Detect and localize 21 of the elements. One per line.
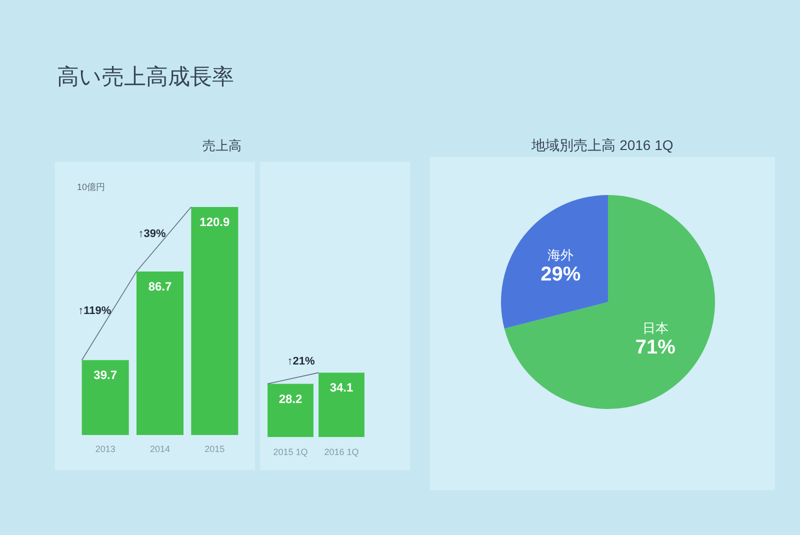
data-label: 120.9: [200, 215, 230, 229]
annotation: ↑21%: [287, 356, 315, 368]
data-label: 39.7: [94, 368, 118, 382]
x-tick-label: 2013: [95, 444, 116, 454]
chart-title: 地域別売上高 2016 1Q: [530, 137, 674, 153]
slice-label: 日本: [642, 320, 668, 336]
chart-subtitle: 売上高: [202, 138, 242, 153]
data-label: 29%: [540, 263, 581, 286]
data-label: 71%: [635, 336, 676, 359]
x-tick-label: 2015: [204, 444, 225, 454]
annotation: ↑39%: [138, 228, 166, 240]
slice-label: 海外: [548, 247, 574, 262]
x-tick-label: 2015 1Q: [273, 447, 308, 457]
data-label: 34.1: [330, 380, 354, 395]
data-label: 86.7: [148, 279, 172, 294]
y-axis-title: 10億円: [77, 182, 106, 192]
data-label: 28.2: [278, 392, 302, 406]
chart-title: 高い売上高成長率: [57, 64, 234, 89]
x-tick-label: 2016 1Q: [324, 447, 359, 457]
x-tick-label: 2014: [150, 444, 170, 454]
annotation: ↑119%: [78, 304, 112, 317]
